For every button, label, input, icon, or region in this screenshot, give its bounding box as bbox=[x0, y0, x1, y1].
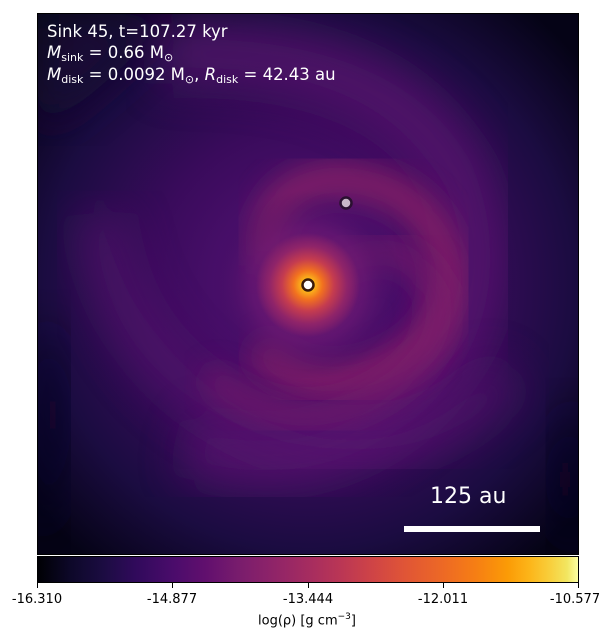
secondary-sink-marker bbox=[339, 196, 353, 210]
primary-sink-marker bbox=[301, 278, 315, 292]
colorbar-label: log(ρ) [g cm−3] bbox=[207, 612, 407, 628]
colorbar-tick bbox=[37, 583, 38, 588]
sink-mass-value: = 0.66 M bbox=[83, 43, 164, 62]
colorbar-label-exp: −3 bbox=[337, 612, 351, 622]
disk-mass-symbol: M bbox=[47, 65, 62, 84]
colorbar-tick bbox=[443, 583, 444, 588]
disk-radius-symbol: R bbox=[204, 65, 217, 84]
colorbar-tick-label: -10.577 bbox=[549, 592, 601, 607]
colorbar-tick-label: -13.444 bbox=[282, 592, 334, 607]
disk-mass-value: = 0.0092 M bbox=[83, 65, 185, 84]
colorbar-tick-label: -12.011 bbox=[417, 592, 469, 607]
scale-bar-label: 125 au bbox=[430, 484, 507, 509]
colorbar-tick bbox=[578, 583, 579, 588]
disk-radius-sub: disk bbox=[216, 73, 239, 86]
colorbar-tick bbox=[308, 583, 309, 588]
colorbar bbox=[37, 556, 579, 583]
density-image bbox=[38, 14, 578, 554]
sink-mass-sub: sink bbox=[61, 51, 84, 64]
colorbar-label-prefix: log(ρ) [g cm bbox=[258, 613, 338, 629]
disk-mass-unit-sub: ⊙ bbox=[184, 73, 195, 86]
sink-mass-symbol: M bbox=[47, 43, 62, 62]
colorbar-tick-label: -16.310 bbox=[11, 592, 63, 607]
sink-mass: Msink = 0.66 M⊙ bbox=[47, 42, 173, 69]
sink-title: Sink 45, t=107.27 kyr bbox=[47, 22, 228, 41]
scale-bar bbox=[404, 526, 540, 532]
disk-radius-value: = 42.43 au bbox=[238, 65, 336, 84]
sink-mass-unit-sub: ⊙ bbox=[163, 51, 174, 64]
colorbar-label-suffix: ] bbox=[350, 613, 356, 629]
colorbar-tick bbox=[172, 583, 173, 588]
disk-properties: Mdisk = 0.0092 M⊙, Rdisk = 42.43 au bbox=[47, 65, 336, 86]
disk-mass-sub: disk bbox=[61, 73, 84, 86]
colorbar-tick-label: -14.877 bbox=[146, 592, 198, 607]
density-map: Sink 45, t=107.27 kyr Msink = 0.66 M⊙ Md… bbox=[37, 13, 579, 555]
